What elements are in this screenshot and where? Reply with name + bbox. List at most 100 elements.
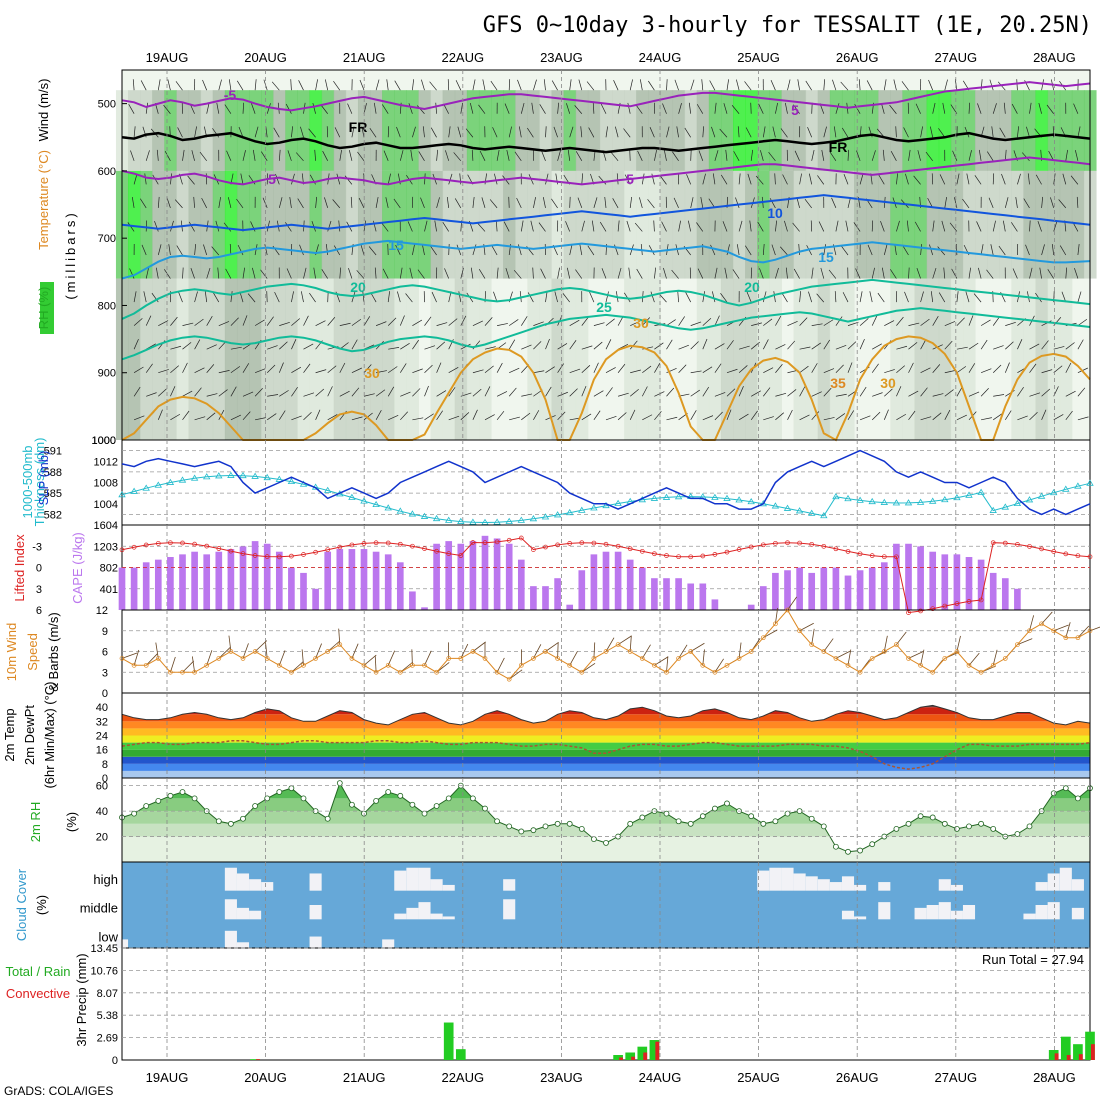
wind-barb: [654, 342, 664, 350]
wind-speed-point: [1002, 656, 1008, 661]
rh-shade-cell: [224, 278, 238, 440]
wind-barb: [714, 315, 720, 326]
wind-barb: [738, 386, 744, 397]
wind-barb: [1004, 149, 1007, 161]
cape-bar: [215, 551, 223, 610]
wind-barb: [944, 370, 956, 374]
wind-barb: [491, 245, 498, 256]
wind-barb: [143, 291, 147, 303]
temp-band: [122, 763, 1090, 771]
rh-shade-cell: [563, 90, 577, 171]
wind-speed-point: [906, 656, 911, 661]
rh-shade-cell: [854, 90, 867, 171]
thickness-point: [747, 497, 755, 505]
rh-legend-swatch: [40, 282, 54, 334]
rh-shade-cell: [333, 170, 347, 279]
cloud-cell-middle: [394, 913, 407, 920]
wind-barb: [1065, 410, 1073, 421]
wind-speed-point: [434, 669, 439, 675]
wind-barb: [182, 267, 184, 279]
cape-bar: [626, 559, 634, 610]
wind-barb: [696, 104, 704, 114]
cape-bar: [844, 575, 852, 610]
wind-barb: [980, 388, 989, 397]
wind-barb: [702, 126, 705, 138]
wind-barb: [711, 291, 716, 303]
cloud-cell-high: [829, 882, 842, 891]
wind-speed-point: [881, 649, 887, 654]
wind-barb: [194, 416, 206, 421]
wind-barb: [545, 126, 547, 138]
thickness-point: [953, 493, 961, 501]
wind-barb: [314, 149, 316, 161]
rh-point: [869, 841, 876, 848]
lifted-index-point: [591, 540, 597, 546]
wind-barb: [201, 197, 208, 209]
wind-barb: [170, 345, 182, 350]
wind-barb: [170, 413, 181, 421]
thickness-point: [832, 492, 840, 500]
wind-barb: [859, 386, 867, 397]
wind-barb: [557, 150, 561, 161]
thickness-point: [396, 507, 405, 514]
cloud-cell-middle: [503, 899, 516, 920]
cloud-cell-high: [503, 879, 516, 891]
wind-barb: [763, 318, 773, 326]
wind-barb: [685, 292, 692, 303]
rh-point: [929, 814, 936, 821]
rh-point: [179, 789, 186, 795]
rh-point: [276, 789, 283, 795]
wind-barb: [215, 220, 220, 232]
cape-bar: [905, 543, 912, 610]
rh-point: [373, 798, 380, 804]
cape-bar: [384, 554, 392, 610]
wind-barb: [847, 321, 859, 326]
wind-barb: [835, 220, 839, 232]
wind-barb: [871, 267, 875, 279]
wind-barb: [775, 344, 786, 350]
cape-tick-label: 1203: [94, 541, 118, 553]
wind-barb: [494, 173, 498, 185]
wind-tick-label: 3: [102, 667, 108, 679]
precip-total-bar: [1048, 1050, 1059, 1060]
wind-speed-point: [506, 676, 512, 682]
wind-barb: [375, 321, 387, 326]
wind-barb: [654, 362, 661, 373]
wind-barb: [262, 197, 268, 209]
wind-barb: [738, 220, 743, 232]
cloud-cell-high: [757, 870, 770, 891]
rh-point: [252, 803, 259, 809]
wind-barb: [581, 413, 592, 421]
rh-point: [518, 828, 525, 835]
lifted-index-point: [276, 554, 282, 560]
rh-shade-cell: [769, 90, 782, 171]
wind-barb: [434, 220, 437, 232]
wind-barb: [920, 339, 927, 350]
wind-barb: [653, 220, 655, 232]
wind-barb: [787, 320, 798, 326]
wind-barb: [472, 244, 477, 256]
wind-barb: [191, 150, 195, 161]
wind-barb: [732, 269, 740, 279]
wind-barb: [666, 656, 669, 673]
wind-barb: [811, 411, 820, 421]
cloud-cell-high: [224, 867, 237, 891]
wind-barb: [775, 607, 779, 624]
wind-barb: [569, 651, 578, 666]
rh-point: [724, 800, 730, 807]
wind-barb: [893, 79, 897, 91]
rh-point: [941, 820, 948, 827]
lifted-index-point: [978, 597, 984, 603]
rh-shade-cell: [624, 170, 637, 279]
wind-barb: [133, 173, 138, 185]
lifted-index-point: [579, 540, 585, 546]
cape-bar: [130, 567, 138, 610]
wind-barb: [859, 291, 863, 303]
wind-barb: [889, 104, 897, 114]
rh-shade-cell: [442, 170, 456, 279]
wind-barb: [738, 365, 748, 373]
temp-tick-label: 16: [96, 745, 108, 757]
wind-barb: [228, 635, 232, 652]
contour-label: 30: [364, 365, 380, 381]
wind-barb: [714, 102, 717, 114]
